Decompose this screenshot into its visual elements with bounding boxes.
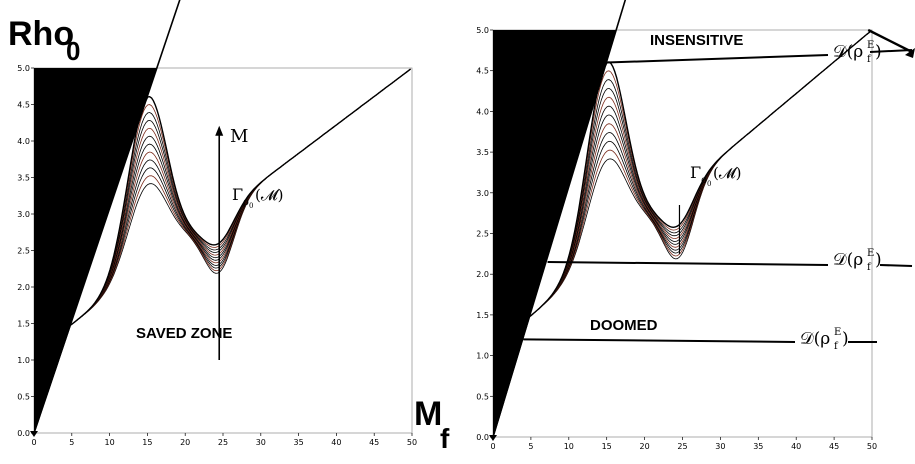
right-xtick-label-7: 35 [753,442,763,451]
right-curve-11 [492,30,871,436]
left-ytick-label-0: 0.0 [17,429,30,438]
left-gamma-subsub: 0 [249,202,253,210]
right-level-line-mid [547,260,829,266]
right-ytick-label-5: 2.5 [476,230,489,239]
left-boundary-line [33,0,181,434]
left-arrow-label: M [230,126,248,147]
left-curve-11 [33,68,411,433]
right-ytick-label-4: 2.0 [476,270,489,279]
left-ytick-label-4: 2.0 [17,283,30,292]
insensitive-label: INSENSITIVE [650,32,743,49]
right-ytick-label-3: 1.5 [476,311,489,320]
right-gamma-arg: (𝓜) [713,164,742,182]
right-ytick-label-2: 1.0 [476,352,489,361]
right-ytick-label-0: 0.0 [476,433,489,442]
left-ytick-label-3: 1.5 [17,320,30,329]
d-label-low-sup: E [834,327,841,338]
right-gamma-sub: ρ [701,175,707,186]
left-xtick-label-8: 40 [331,438,341,447]
left-ytick-label-6: 3.0 [17,210,30,219]
right-asymptote-extension [867,28,913,54]
doomed-label: DOOMED [590,317,658,334]
right-xtick-label-0: 0 [490,442,495,451]
left-ytick-label-8: 4.0 [17,137,30,146]
right-level-line-low [523,338,796,343]
right-xtick-label-4: 20 [640,442,650,451]
d-label-low-close: ) [842,329,849,349]
left-xtick-label-7: 35 [294,438,304,447]
right-xtick-label-5: 25 [677,442,687,451]
left-ytick-label-10: 5.0 [17,64,30,73]
left-xtick-label-2: 10 [105,438,115,447]
right-gamma-label: Γ ρ 0 (𝓜) [690,163,742,188]
left-xtick-label-10: 50 [407,438,417,447]
right-ytick-label-8: 4.0 [476,107,489,116]
right-chart: 0 5 10 15 20 25 30 35 40 45 50 0.0 0.5 1.0 1.5 2.0 2.5 3.… [476,0,915,451]
left-ylabel-main: Rho [8,15,74,53]
left-m-arrow-head [215,125,224,136]
left-xlabel-sub: f [440,423,450,454]
left-xtick-label-9: 45 [369,438,379,447]
d-label-mid-base: 𝒟(ρ [833,250,863,270]
saved-zone-label: SAVED ZONE [136,325,232,342]
left-xtick-label-5: 25 [218,438,228,447]
left-gamma-base: Γ [232,185,243,204]
d-label-top-sup: E [867,40,874,51]
d-label-low: 𝒟(ρ E f ) [800,327,849,352]
right-xtick-label-1: 5 [528,442,533,451]
right-extension-arrowhead [905,48,915,58]
left-ylabel-sub: 0 [66,36,80,66]
left-chart: 0 5 10 15 20 25 30 35 40 45 50 0.0 0.5 1.0 1.5 2.0 2.5 3.… [17,0,417,447]
right-xtick-label-10: 50 [867,442,877,451]
right-ytick-label-7: 3.5 [476,148,489,157]
right-level-line-mid-tail [879,264,913,267]
right-origin-marker [489,435,497,441]
right-ytick-label-9: 4.5 [476,67,489,76]
left-gamma-arg: (𝓜) [255,186,284,204]
left-ytick-label-9: 4.5 [17,101,30,110]
right-xtick-label-6: 30 [715,442,725,451]
d-label-top-close: ) [875,42,882,62]
left-ytick-label-7: 3.5 [17,174,30,183]
d-label-low-base: 𝒟(ρ [800,329,830,349]
left-origin-marker [30,431,38,437]
left-xtick-label-3: 15 [142,438,152,447]
left-xlabel-main: M [414,395,442,433]
right-level-line-top [606,54,829,64]
right-xtick-label-8: 40 [791,442,801,451]
right-boundary-line [492,0,627,438]
right-gamma-base: Γ [690,163,701,182]
d-label-mid-sub: f [867,262,872,273]
right-xtick-label-9: 45 [829,442,839,451]
left-ytick-label-5: 2.5 [17,247,30,256]
d-label-top-base: 𝒟(ρ [833,42,863,62]
d-label-mid-close: ) [875,250,882,270]
right-xtick-label-2: 10 [564,442,574,451]
left-xtick-label-0: 0 [31,438,36,447]
left-xtick-label-6: 30 [256,438,266,447]
d-label-low-sub: f [834,341,839,352]
right-ytick-label-10: 5.0 [476,26,489,35]
left-xtick-label-1: 5 [69,438,74,447]
left-ytick-label-2: 1.0 [17,356,30,365]
right-ytick-label-6: 3.0 [476,189,489,198]
left-gamma-sub: ρ [243,197,249,208]
right-gamma-subsub: 0 [707,180,711,188]
right-xtick-label-3: 15 [602,442,612,451]
d-label-mid-sup: E [867,248,874,259]
left-xtick-label-4: 20 [180,438,190,447]
d-label-top: 𝒟(ρ E f ) [833,40,882,65]
left-gamma-label: Γ ρ 0 (𝓜) [232,185,284,210]
right-level-line-top-tail [869,49,913,53]
d-label-mid: 𝒟(ρ E f ) [833,248,882,273]
d-label-top-sub: f [867,54,872,65]
left-ytick-label-1: 0.5 [17,393,30,402]
right-ytick-label-1: 0.5 [476,392,489,401]
